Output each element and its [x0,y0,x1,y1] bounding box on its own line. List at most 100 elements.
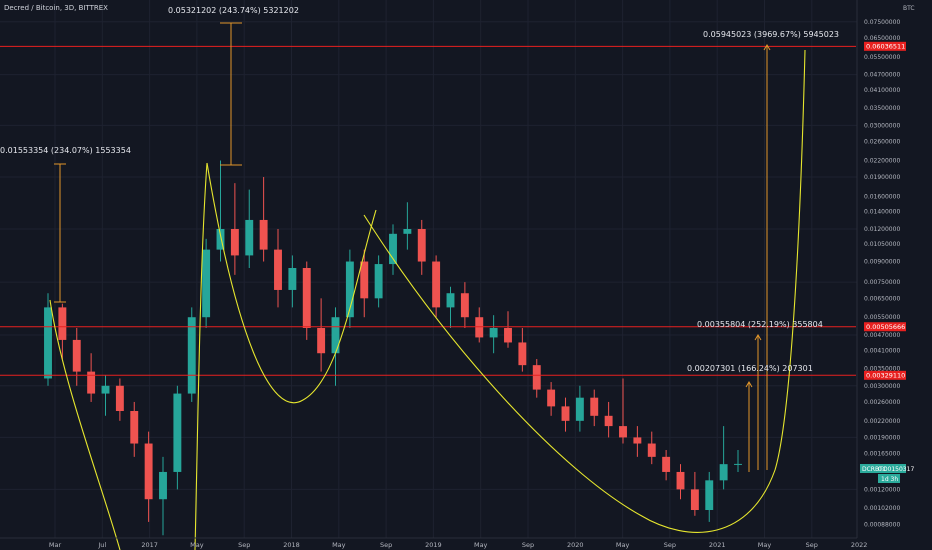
price-tick-label: 0.00165000 [864,450,900,457]
price-axis[interactable]: BTC 0.099000000.075000000.065000000.0550… [856,0,932,550]
candle [101,374,110,416]
time-tick-label: May [616,541,630,549]
candle [575,385,584,432]
candle [187,307,196,402]
time-tick-label: 2022 [851,541,868,549]
candle [403,202,412,250]
bar-countdown: 1d 3h [881,476,898,483]
candle [202,238,211,329]
candle [647,431,656,465]
price-tick-label: 0.01900000 [864,174,900,181]
candle [604,401,613,438]
candle [734,449,742,472]
candle [331,307,340,386]
current-price-value: 0.00150317 [878,466,914,473]
measure-projection-low[interactable] [745,381,753,472]
candle [561,397,570,432]
candle [389,224,397,275]
candle [532,359,541,398]
price-tick-label: 0.00410000 [864,347,900,354]
candle [288,255,297,308]
time-tick-label: Sep [806,541,818,549]
measure-2017[interactable] [220,22,242,166]
candle [662,449,671,481]
candle [518,328,527,372]
time-tick-label: Sep [380,541,392,549]
time-tick-label: May [332,541,346,549]
time-tick-label: 2020 [567,541,584,549]
candlestick-series [44,160,742,536]
price-tick-label: 0.00190000 [864,434,900,441]
candle [590,389,599,427]
candle [690,471,699,516]
time-axis[interactable]: Mar Jul 2017 May Sep 2018 May Sep 2019 May Sep 2020… [0,537,868,549]
price-tick-label: 0.00900000 [864,259,900,266]
price-tick-label: 0.00220000 [864,418,900,425]
price-tick-label: 0.00650000 [864,295,900,302]
time-tick-label: May [758,541,772,549]
time-tick-label: Sep [522,541,534,549]
candle [302,261,311,340]
svg-text:0.00505666: 0.00505666 [866,323,905,331]
price-tick-label: 0.03000000 [864,122,900,129]
candle [230,183,239,275]
measure-2016[interactable] [54,163,66,303]
price-tick-label: 0.01600000 [864,193,900,200]
price-tick-label: 0.02600000 [864,139,900,146]
price-tick-label: 0.04700000 [864,72,900,79]
measure-label-projection-low: 0.00207301 (166.24%) 207301 [687,364,813,373]
price-tick-label: 0.01400000 [864,209,900,216]
candle [547,382,556,416]
candle [159,456,167,536]
candle [274,228,282,308]
candle [446,286,455,329]
curve-cup-2017-2018[interactable] [206,162,377,404]
price-tick-label: 0.05500000 [864,54,900,61]
measure-label-projection-big: 0.05945023 (3969.67%) 5945023 [703,30,839,39]
price-tick-label: 0.03500000 [864,105,900,112]
price-tick-label: 0.00260000 [864,399,900,406]
curve-2017-arc[interactable] [194,162,208,550]
candle [245,189,254,268]
candle [345,249,354,329]
time-tick-label: Jul [97,541,106,549]
svg-text:0.06036511: 0.06036511 [866,43,905,51]
candle [87,353,96,402]
candle [460,282,469,329]
price-tick-label: 0.00088000 [864,521,900,528]
level-tag-top: 0.06036511 [864,41,906,51]
time-tick-label: Sep [664,541,676,549]
price-tick-label: 0.00120000 [864,486,900,493]
candle [633,426,642,457]
curve-big-cup[interactable] [363,49,806,533]
candle [475,307,484,343]
time-tick-label: 2021 [709,541,726,549]
symbol-label: DCRBTC [862,466,887,473]
candle [173,385,182,490]
price-tick-label: 0.00750000 [864,279,900,286]
time-tick-label: Sep [238,541,250,549]
curve-left-arc[interactable] [49,299,121,550]
time-tick-label: 2017 [141,541,158,549]
price-tick-label: 0.02200000 [864,157,900,164]
measure-projection-mid[interactable] [754,334,762,470]
measure-projection-big[interactable] [763,44,771,470]
time-tick-label: May [474,541,488,549]
price-tick-label: 0.00102000 [864,505,900,512]
price-tick-label: 0.01200000 [864,226,900,233]
candle [432,255,441,318]
price-tick-label: 0.00470000 [864,332,900,339]
chart-title: Decred / Bitcoin, 3D, BITTREX [4,4,108,12]
measure-label-projection-mid: 0.00355804 (252.19%) 355804 [697,320,823,329]
level-tag-low: 0.00329110 [864,370,906,380]
measure-label-2016: 0.01553354 (234.07%) 1553354 [0,146,131,155]
candle [44,293,52,386]
candle [719,426,728,490]
candle [489,315,498,354]
chart-grid [0,0,860,538]
candle [144,431,153,522]
time-tick-label: 2019 [425,541,442,549]
price-tick-label: 0.00300000 [864,383,900,390]
candle [58,303,67,360]
